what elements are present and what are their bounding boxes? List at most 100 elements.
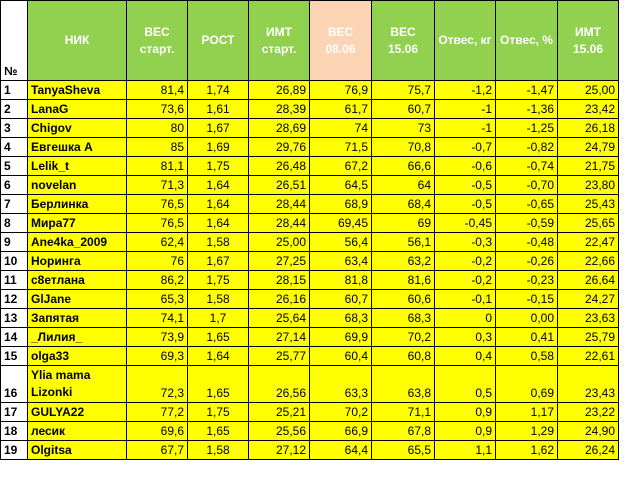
loss-pct-cell[interactable]: -0,26: [495, 251, 558, 271]
loss-kg-cell[interactable]: -0,45: [434, 213, 496, 233]
loss-kg-cell[interactable]: -1,2: [434, 80, 496, 100]
loss-pct-cell[interactable]: -0,23: [495, 270, 558, 290]
row-number[interactable]: 6: [0, 175, 28, 195]
weight-start-cell[interactable]: 76,5: [126, 194, 188, 214]
weight-1506-cell[interactable]: 71,1: [371, 402, 435, 422]
nick-cell[interactable]: с8етлана: [27, 270, 127, 290]
weight-start-cell[interactable]: 76: [126, 251, 188, 271]
loss-pct-cell[interactable]: -0,59: [495, 213, 558, 233]
bmi-1506-cell[interactable]: 24,27: [557, 289, 619, 309]
weight-1506-cell[interactable]: 69: [371, 213, 435, 233]
weight-0806-cell[interactable]: 68,9: [309, 194, 372, 214]
height-cell[interactable]: 1,58: [187, 440, 249, 460]
loss-pct-cell[interactable]: 0,00: [495, 308, 558, 328]
weight-start-cell[interactable]: 81,1: [126, 156, 188, 176]
loss-kg-cell[interactable]: 0,4: [434, 346, 496, 366]
row-number[interactable]: 17: [0, 402, 28, 422]
row-number[interactable]: 11: [0, 270, 28, 290]
weight-1506-cell[interactable]: 64: [371, 175, 435, 195]
weight-0806-cell[interactable]: 64,4: [309, 440, 372, 460]
loss-kg-cell[interactable]: -0,1: [434, 289, 496, 309]
loss-kg-cell[interactable]: -0,5: [434, 175, 496, 195]
nick-cell[interactable]: GULYA22: [27, 402, 127, 422]
weight-start-cell[interactable]: 69,3: [126, 346, 188, 366]
weight-1506-cell[interactable]: 70,8: [371, 137, 435, 157]
height-cell[interactable]: 1,61: [187, 99, 249, 119]
weight-start-cell[interactable]: 67,7: [126, 440, 188, 460]
row-number[interactable]: 7: [0, 194, 28, 214]
weight-1506-cell[interactable]: 70,2: [371, 327, 435, 347]
row-number[interactable]: 5: [0, 156, 28, 176]
weight-0806-cell[interactable]: 64,5: [309, 175, 372, 195]
bmi-1506-cell[interactable]: 23,43: [557, 365, 619, 403]
weight-0806-cell[interactable]: 69,45: [309, 213, 372, 233]
bmi-1506-cell[interactable]: 22,61: [557, 346, 619, 366]
row-number[interactable]: 3: [0, 118, 28, 138]
nick-cell[interactable]: Евгешка А: [27, 137, 127, 157]
row-number[interactable]: 1: [0, 80, 28, 100]
height-cell[interactable]: 1,75: [187, 156, 249, 176]
weight-0806-cell[interactable]: 61,7: [309, 99, 372, 119]
nick-cell[interactable]: novelan: [27, 175, 127, 195]
loss-pct-cell[interactable]: -0,65: [495, 194, 558, 214]
loss-pct-cell[interactable]: -1,47: [495, 80, 558, 100]
height-cell[interactable]: 1,64: [187, 175, 249, 195]
loss-kg-cell[interactable]: -1: [434, 118, 496, 138]
weight-1506-cell[interactable]: 63,8: [371, 365, 435, 403]
row-number[interactable]: 16: [0, 365, 28, 403]
weight-start-cell[interactable]: 86,2: [126, 270, 188, 290]
row-number[interactable]: 4: [0, 137, 28, 157]
row-number[interactable]: 9: [0, 232, 28, 252]
bmi-1506-cell[interactable]: 22,66: [557, 251, 619, 271]
row-number[interactable]: 10: [0, 251, 28, 271]
bmi-start-cell[interactable]: 25,00: [248, 232, 310, 252]
weight-start-cell[interactable]: 85: [126, 137, 188, 157]
bmi-1506-cell[interactable]: 25,00: [557, 80, 619, 100]
height-cell[interactable]: 1,65: [187, 327, 249, 347]
bmi-start-cell[interactable]: 25,56: [248, 421, 310, 441]
nick-cell[interactable]: Ylia mama Lizonki: [27, 365, 127, 403]
loss-kg-cell[interactable]: -0,2: [434, 251, 496, 271]
loss-pct-cell[interactable]: -0,48: [495, 232, 558, 252]
bmi-start-cell[interactable]: 26,16: [248, 289, 310, 309]
loss-pct-cell[interactable]: 0,41: [495, 327, 558, 347]
weight-1506-cell[interactable]: 73: [371, 118, 435, 138]
bmi-1506-cell[interactable]: 24,79: [557, 137, 619, 157]
bmi-start-cell[interactable]: 25,21: [248, 402, 310, 422]
weight-0806-cell[interactable]: 63,3: [309, 365, 372, 403]
loss-kg-cell[interactable]: 0,9: [434, 402, 496, 422]
bmi-start-cell[interactable]: 25,77: [248, 346, 310, 366]
weight-start-cell[interactable]: 80: [126, 118, 188, 138]
height-cell[interactable]: 1,69: [187, 137, 249, 157]
weight-start-cell[interactable]: 73,6: [126, 99, 188, 119]
weight-start-cell[interactable]: 76,5: [126, 213, 188, 233]
loss-pct-cell[interactable]: 1,29: [495, 421, 558, 441]
bmi-1506-cell[interactable]: 25,43: [557, 194, 619, 214]
weight-1506-cell[interactable]: 60,8: [371, 346, 435, 366]
row-number[interactable]: 15: [0, 346, 28, 366]
row-number[interactable]: 18: [0, 421, 28, 441]
height-cell[interactable]: 1,64: [187, 346, 249, 366]
loss-kg-cell[interactable]: -0,6: [434, 156, 496, 176]
loss-pct-cell[interactable]: -0,82: [495, 137, 558, 157]
bmi-1506-cell[interactable]: 22,47: [557, 232, 619, 252]
weight-1506-cell[interactable]: 60,7: [371, 99, 435, 119]
weight-0806-cell[interactable]: 56,4: [309, 232, 372, 252]
loss-kg-cell[interactable]: 0: [434, 308, 496, 328]
weight-0806-cell[interactable]: 68,3: [309, 308, 372, 328]
bmi-start-cell[interactable]: 26,56: [248, 365, 310, 403]
weight-0806-cell[interactable]: 70,2: [309, 402, 372, 422]
weight-start-cell[interactable]: 74,1: [126, 308, 188, 328]
nick-cell[interactable]: TanyaSheva: [27, 80, 127, 100]
loss-pct-cell[interactable]: -0,15: [495, 289, 558, 309]
loss-kg-cell[interactable]: 1,1: [434, 440, 496, 460]
bmi-start-cell[interactable]: 28,44: [248, 213, 310, 233]
bmi-start-cell[interactable]: 25,64: [248, 308, 310, 328]
weight-1506-cell[interactable]: 56,1: [371, 232, 435, 252]
row-number[interactable]: 8: [0, 213, 28, 233]
loss-pct-cell[interactable]: 1,17: [495, 402, 558, 422]
loss-kg-cell[interactable]: -0,3: [434, 232, 496, 252]
height-cell[interactable]: 1,67: [187, 118, 249, 138]
height-cell[interactable]: 1,75: [187, 270, 249, 290]
weight-1506-cell[interactable]: 63,2: [371, 251, 435, 271]
